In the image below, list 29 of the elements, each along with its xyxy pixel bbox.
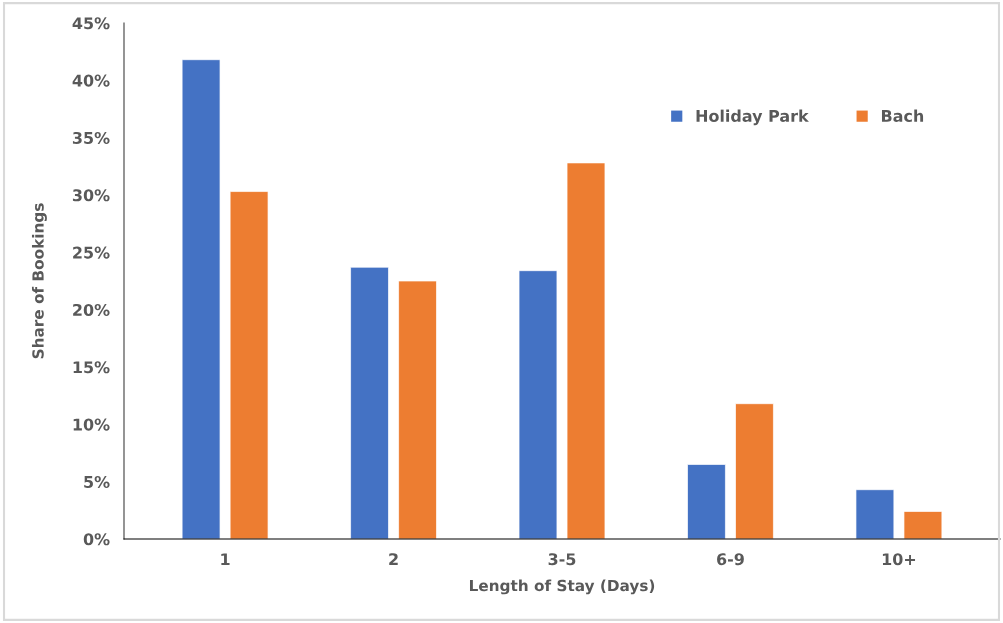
y-tick-label: 35% xyxy=(72,131,110,144)
bar xyxy=(398,280,437,539)
y-tick-label: 25% xyxy=(73,246,110,259)
y-axis-title: Share of Bookings xyxy=(31,203,47,359)
y-tick-label: 10% xyxy=(73,418,110,431)
bar xyxy=(181,59,221,539)
y-tick-label: 15% xyxy=(73,361,110,374)
x-tick-label: 1 xyxy=(221,553,230,566)
y-tick-label: 40% xyxy=(72,74,110,87)
y-tick-label: 30% xyxy=(72,189,110,202)
bar xyxy=(735,403,774,539)
bar xyxy=(518,270,558,539)
bar xyxy=(903,511,943,539)
x-axis-title: Length of Stay (Days) xyxy=(470,579,655,595)
legend-label: Holiday Park xyxy=(696,109,809,126)
y-tick-label: 0% xyxy=(83,533,110,546)
y-tick-label: 5% xyxy=(84,475,110,488)
bar xyxy=(855,489,895,539)
x-tick-label: 6-9 xyxy=(717,553,744,566)
y-tick-label: 45% xyxy=(72,17,110,30)
bar xyxy=(350,266,389,539)
x-tick-label: 2 xyxy=(389,553,398,566)
x-tick-label: 10+ xyxy=(882,553,916,566)
y-tick-label: 20% xyxy=(73,303,110,316)
x-tick-label: 3-5 xyxy=(548,553,576,566)
bar xyxy=(687,464,726,539)
bar xyxy=(229,191,269,539)
legend-label: Bach xyxy=(881,109,924,122)
bar xyxy=(566,162,606,539)
